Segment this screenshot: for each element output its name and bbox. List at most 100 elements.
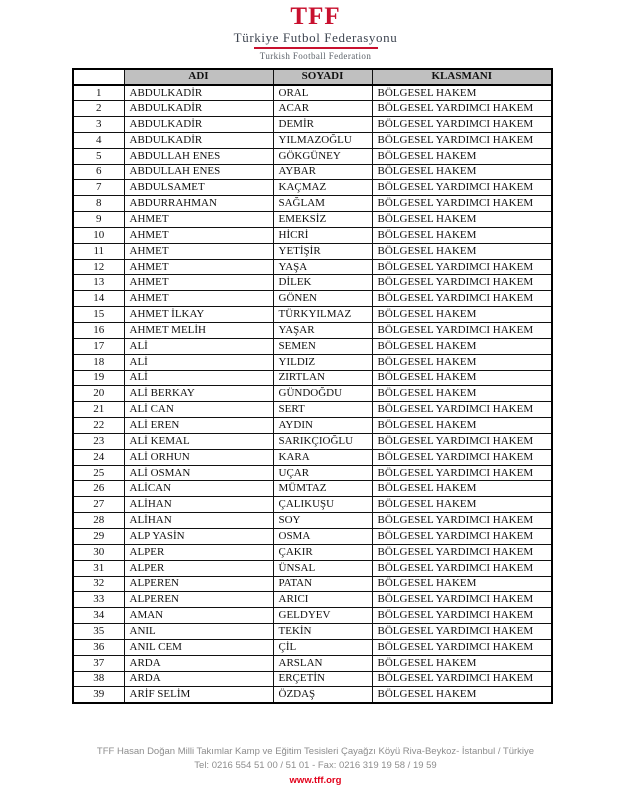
table-row: 33 ALPEREN ARICI BÖLGESEL YARDIMCI HAKEM (72, 591, 553, 609)
row-number: 4 (72, 131, 125, 149)
classification-cell: BÖLGESEL YARDIMCI HAKEM (371, 258, 553, 276)
classification-cell: BÖLGESEL YARDIMCI HAKEM (371, 100, 553, 118)
row-number: 14 (72, 290, 125, 308)
column-header-soyadi: SOYADI (272, 68, 373, 86)
table-row: 21 ALİ CAN SERT BÖLGESEL YARDIMCI HAKEM (72, 401, 553, 419)
classification-cell: BÖLGESEL HAKEM (371, 147, 553, 165)
first-name-cell: ABDULLAH ENES (123, 163, 274, 181)
table-row: 30 ALPER ÇAKIR BÖLGESEL YARDIMCI HAKEM (72, 543, 553, 561)
surname-cell: ÇALIKUŞU (272, 496, 373, 514)
surname-cell: DEMİR (272, 116, 373, 133)
classification-cell: BÖLGESEL YARDIMCI HAKEM (371, 274, 553, 292)
surname-cell: ÇİL (272, 638, 373, 656)
first-name-cell: ANIL (123, 623, 274, 640)
table-row: 9 AHMET EMEKSİZ BÖLGESEL HAKEM (72, 211, 553, 228)
surname-cell: ERÇETİN (272, 670, 373, 688)
surname-cell: EMEKSİZ (272, 211, 373, 228)
table-row: 14 AHMET GÖNEN BÖLGESEL YARDIMCI HAKEM (72, 290, 553, 308)
classification-cell: BÖLGESEL YARDIMCI HAKEM (371, 512, 553, 529)
classification-cell: BÖLGESEL YARDIMCI HAKEM (371, 527, 553, 545)
surname-cell: SEMEN (272, 337, 373, 355)
row-number: 11 (72, 242, 125, 260)
surname-cell: AYDIN (272, 417, 373, 434)
classification-cell: BÖLGESEL YARDIMCI HAKEM (371, 559, 553, 577)
first-name-cell: ARDA (123, 670, 274, 688)
first-name-cell: ALPER (123, 543, 274, 561)
first-name-cell: ALİ (123, 337, 274, 355)
classification-cell: BÖLGESEL YARDIMCI HAKEM (371, 623, 553, 640)
first-name-cell: AHMET (123, 258, 274, 276)
row-number: 2 (72, 100, 125, 118)
classification-cell: BÖLGESEL HAKEM (371, 163, 553, 181)
classification-cell: BÖLGESEL HAKEM (371, 385, 553, 403)
table-row: 16 AHMET MELİH YAŞAR BÖLGESEL YARDIMCI HAKE… (72, 322, 553, 339)
tff-logo: TFF Türkiye Futbol Federasyonu Turkish F… (0, 0, 631, 62)
table-row: 15 AHMET İLKAY TÜRKYILMAZ BÖLGESEL HAKEM (72, 306, 553, 323)
first-name-cell: ALİ KEMAL (123, 432, 274, 450)
surname-cell: KARA (272, 448, 373, 466)
surname-cell: SARIKÇIOĞLU (272, 432, 373, 450)
first-name-cell: ALİ BERKAY (123, 385, 274, 403)
surname-cell: ÖZDAŞ (272, 686, 373, 704)
row-number: 13 (72, 274, 125, 292)
row-number: 25 (72, 464, 125, 482)
classification-cell: BÖLGESEL YARDIMCI HAKEM (371, 322, 553, 339)
footer-address: TFF Hasan Doğan Milli Takımlar Kamp ve E… (96, 746, 535, 757)
classification-cell: BÖLGESEL YARDIMCI HAKEM (371, 448, 553, 466)
first-name-cell: ALP YASİN (123, 527, 274, 545)
first-name-cell: ABDULKADİR (123, 116, 274, 133)
classification-cell: BÖLGESEL YARDIMCI HAKEM (371, 670, 553, 688)
first-name-cell: ARDA (123, 654, 274, 672)
page-footer: TFF Hasan Doğan Milli Takımlar Kamp ve E… (0, 745, 631, 788)
row-number: 27 (72, 496, 125, 514)
row-number: 6 (72, 163, 125, 181)
row-number: 35 (72, 623, 125, 640)
surname-cell: ORAL (272, 84, 373, 102)
classification-cell: BÖLGESEL YARDIMCI HAKEM (371, 432, 553, 450)
first-name-cell: AMAN (123, 607, 274, 625)
table-row: 24 ALİ ORHUN KARA BÖLGESEL YARDIMCI HAKEM (72, 448, 553, 466)
first-name-cell: ALİHAN (123, 512, 274, 529)
row-number: 20 (72, 385, 125, 403)
row-number: 38 (72, 670, 125, 688)
first-name-cell: ALİ EREN (123, 417, 274, 434)
first-name-cell: ALİHAN (123, 496, 274, 514)
table-row: 12 AHMET YAŞA BÖLGESEL YARDIMCI HAKEM (72, 258, 553, 276)
row-number: 18 (72, 353, 125, 371)
classification-cell: BÖLGESEL YARDIMCI HAKEM (371, 290, 553, 308)
surname-cell: GÖNEN (272, 290, 373, 308)
classification-cell: BÖLGESEL YARDIMCI HAKEM (371, 195, 553, 213)
table-row: 38 ARDA ERÇETİN BÖLGESEL YARDIMCI HAKEM (72, 670, 553, 688)
table-row: 22 ALİ EREN AYDIN BÖLGESEL HAKEM (72, 417, 553, 434)
row-number: 19 (72, 369, 125, 387)
first-name-cell: ALİ CAN (123, 401, 274, 419)
surname-cell: YILMAZOĞLU (272, 131, 373, 149)
surname-cell: ARSLAN (272, 654, 373, 672)
table-row: 34 AMAN GELDYEV BÖLGESEL YARDIMCI HAKEM (72, 607, 553, 625)
table-row: 32 ALPEREN PATAN BÖLGESEL HAKEM (72, 575, 553, 593)
row-number: 22 (72, 417, 125, 434)
classification-cell: BÖLGESEL HAKEM (371, 226, 553, 244)
surname-cell: TÜRKYILMAZ (272, 306, 373, 323)
footer-phone-fax: Tel: 0216 554 51 00 / 51 01 - Fax: 0216 … (194, 759, 437, 771)
surname-cell: SERT (272, 401, 373, 419)
table-row: 10 AHMET HİCRİ BÖLGESEL HAKEM (72, 226, 553, 244)
surname-cell: DİLEK (272, 274, 373, 292)
row-number: 34 (72, 607, 125, 625)
row-number: 32 (72, 575, 125, 593)
classification-cell: BÖLGESEL YARDIMCI HAKEM (371, 543, 553, 561)
surname-cell: HİCRİ (272, 226, 373, 244)
row-number: 21 (72, 401, 125, 419)
row-number: 23 (72, 432, 125, 450)
row-number: 10 (72, 226, 125, 244)
surname-cell: ÜNSAL (272, 559, 373, 577)
first-name-cell: ALPEREN (123, 591, 274, 609)
table-row: 36 ANIL CEM ÇİL BÖLGESEL YARDIMCI HAKEM (72, 638, 553, 656)
surname-cell: ZIRTLAN (272, 369, 373, 387)
first-name-cell: ALİ OSMAN (123, 464, 274, 482)
classification-cell: BÖLGESEL YARDIMCI HAKEM (371, 638, 553, 656)
row-number: 9 (72, 211, 125, 228)
footer-website-link[interactable]: www.tff.org (289, 775, 342, 786)
logo-divider-line (253, 47, 378, 49)
